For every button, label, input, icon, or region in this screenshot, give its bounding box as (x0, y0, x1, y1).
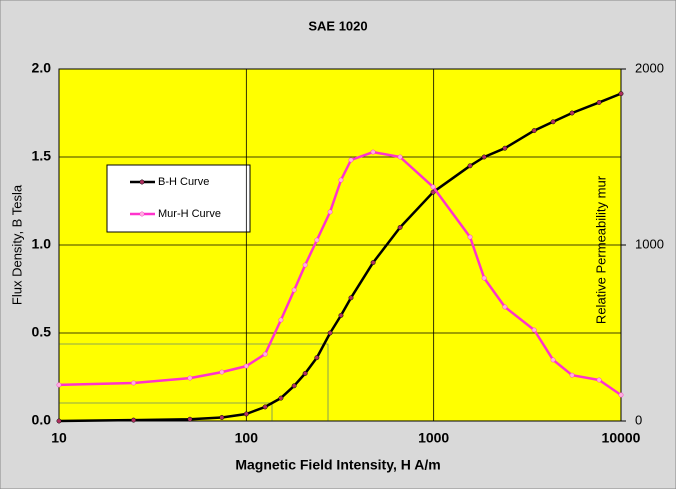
data-point (314, 355, 320, 361)
data-point (314, 237, 320, 243)
legend-label: Mur-H Curve (158, 208, 221, 220)
data-point (187, 416, 193, 422)
data-point (243, 411, 249, 417)
series-line (58, 92, 622, 423)
legend-label: B-H Curve (158, 176, 209, 188)
y2-tick-label: 0 (635, 412, 642, 427)
y-tick-label: 1.0 (32, 236, 52, 252)
data-point (291, 287, 297, 293)
data-point (550, 357, 556, 363)
data-point (569, 372, 575, 378)
data-point (302, 371, 308, 376)
data-point (481, 275, 487, 281)
data-point (481, 154, 487, 160)
data-point (278, 395, 284, 401)
data-point (531, 128, 537, 134)
data-point (131, 417, 136, 423)
data-point (467, 234, 473, 240)
legend (106, 164, 251, 233)
data-point (370, 149, 376, 155)
x-axis-label: Magnetic Field Intensity, H A/m (235, 457, 440, 473)
y-tick-label: 0.0 (32, 412, 52, 428)
data-point (338, 312, 344, 318)
data-point (348, 157, 354, 163)
chart-title: SAE 1020 (308, 18, 367, 33)
data-point (596, 377, 602, 383)
data-point (56, 382, 62, 388)
data-point (531, 327, 537, 333)
x-tick-label: 10000 (602, 430, 641, 446)
series-line (58, 150, 622, 397)
data-point (338, 177, 344, 183)
legend-marker (139, 179, 145, 185)
y-tick-label: 0.5 (32, 324, 52, 340)
y-tick-label: 1.5 (32, 148, 52, 164)
data-point (397, 224, 403, 230)
data-point (302, 262, 308, 268)
data-point (262, 404, 268, 410)
y2-axis-label: Relative Permeability mur (593, 175, 608, 324)
data-point (187, 375, 193, 381)
legend-marker (139, 211, 145, 217)
data-point (243, 363, 249, 369)
data-point (596, 99, 602, 105)
data-point (348, 295, 354, 301)
data-point (327, 209, 333, 215)
data-point (430, 184, 436, 190)
guide-line (59, 343, 329, 421)
data-point (291, 383, 297, 389)
data-point (502, 304, 508, 310)
data-point (219, 415, 225, 420)
data-point (278, 317, 284, 323)
data-point (618, 392, 624, 398)
data-point (262, 351, 268, 357)
y2-tick-label: 1000 (635, 236, 664, 251)
data-point (219, 369, 225, 375)
data-point (430, 189, 436, 195)
y-tick-label: 2.0 (32, 60, 52, 76)
data-point (131, 380, 136, 386)
y-axis-label: Flux Density, B Tesla (9, 184, 24, 305)
data-point (569, 110, 575, 116)
data-point (618, 91, 624, 97)
data-point (502, 145, 508, 151)
x-tick-label: 1000 (418, 430, 449, 446)
data-point (550, 119, 556, 125)
y2-tick-label: 2000 (635, 60, 664, 75)
x-tick-label: 10 (51, 430, 67, 446)
data-point (370, 260, 376, 266)
data-point (397, 154, 403, 160)
data-point (56, 418, 62, 424)
data-point (327, 330, 333, 336)
data-point (467, 163, 473, 169)
x-tick-label: 100 (235, 430, 259, 446)
